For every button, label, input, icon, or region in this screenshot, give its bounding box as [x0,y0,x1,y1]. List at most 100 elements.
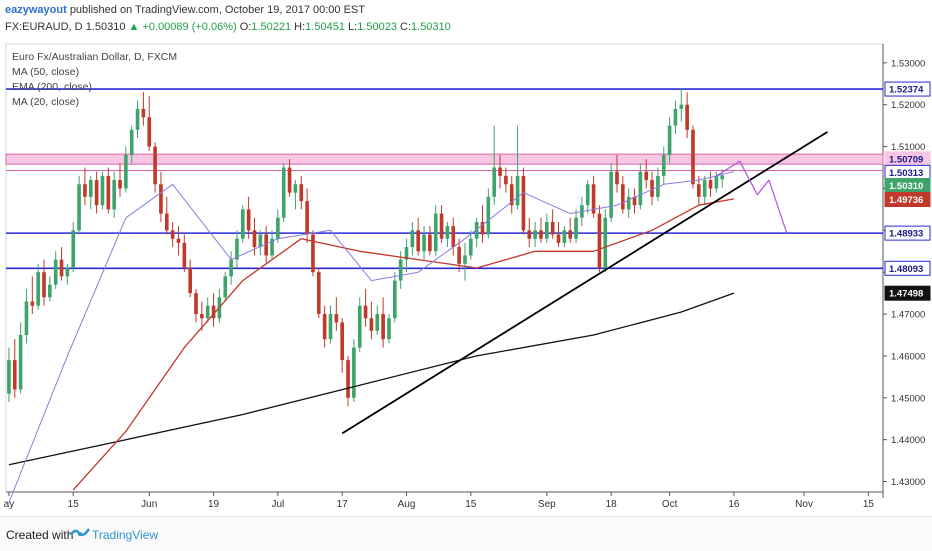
chart-header: eazywayout published on TradingView.com,… [0,0,932,38]
y-tick-label: 1.43000 [891,477,925,488]
legend-ma20[interactable]: MA (20, close) [12,96,80,108]
candle-body [59,259,64,277]
y-tick-label: 1.47000 [891,310,925,321]
candle-body [697,184,701,197]
candle-body [609,171,613,218]
candle-body [708,180,713,189]
candle-body [533,230,537,239]
candle-body [381,314,385,340]
candle-body [18,334,23,390]
candle-body [24,301,29,335]
candle-body [492,167,497,197]
candle-body [375,314,380,331]
candle-body [591,184,596,214]
high-label: H: [294,21,306,33]
candle-body [252,230,257,248]
candle-body [83,184,87,197]
candle-body [603,217,608,268]
candle-body [36,272,40,306]
up-arrow-icon: ▲ [128,21,140,33]
price-label: 1.48093 [889,264,923,275]
price-label-box [884,225,931,241]
candle-body [392,280,397,319]
candle-body [410,230,415,248]
candle-body [422,234,426,252]
candle-body [334,314,339,323]
candle-body [568,230,573,239]
author-link[interactable]: eazywayout [5,4,67,16]
candle-body [112,180,116,210]
publish-line: eazywayout published on TradingView.com,… [5,3,365,17]
candle-body [521,175,526,231]
candle-body [141,108,146,118]
price-label-box [884,81,931,97]
candle-body [550,221,555,235]
y-tick-label: 1.51000 [891,142,925,153]
candle-body [439,213,444,239]
candle-body [702,180,707,197]
candle-body [48,284,52,298]
open-value: 1.50221 [251,21,292,33]
candle-body [118,180,122,189]
x-tick-label: 16 [728,499,740,510]
candle-body [621,184,625,210]
candle-body [363,305,368,319]
candle-body [258,234,263,248]
candle-body [188,268,192,294]
candle-body [124,154,128,189]
candle-body [545,221,549,239]
x-tick-label: Jun [141,499,157,510]
footer: Created with TradingView [0,516,932,551]
x-tick-label: Oct [662,499,678,510]
tradingview-brand[interactable]: TradingView [92,528,159,542]
candle-body [352,347,356,398]
candle-body [445,226,450,239]
candle-body [65,268,70,277]
candle-body [281,167,286,218]
candle-body [42,272,46,298]
price-label: 1.49736 [889,195,923,206]
chart-area[interactable]: 1.530001.520001.510001.500001.490001.480… [0,40,932,512]
candle-body [235,238,239,260]
candle-body [585,184,590,206]
price-chart[interactable]: 1.530001.520001.510001.500001.490001.480… [0,40,932,512]
candle-body [276,217,280,239]
last-price: 1.50310 [85,21,126,33]
price-label-box [884,260,931,276]
candle-body [30,301,35,306]
candle-body [164,213,169,231]
change-value: +0.00089 (+0.06%) [142,21,237,33]
candle-body [205,305,210,319]
candle-body [650,180,654,197]
tradingview-logo-icon[interactable] [70,525,90,541]
projection-path [716,160,788,233]
x-tick-label: Sep [538,499,556,510]
indicator-legend: Euro Fx/Australian Dollar, D, FXCM MA (5… [12,50,177,110]
x-tick-label: 15 [465,499,477,510]
legend-ma50[interactable]: MA (50, close) [12,66,80,78]
candle-body [223,276,228,298]
y-tick-label: 1.53000 [891,58,925,69]
ohlc-line: FX:EURAUD, D 1.50310 ▲ +0.00089 (+0.06%)… [5,20,451,34]
candle-body [480,221,485,235]
y-tick-label: 1.46000 [891,351,925,362]
candle-body [504,175,508,185]
candle-body [638,171,643,206]
x-tick-label: 18 [606,499,618,510]
candle-body [357,305,362,348]
candle-body [416,230,421,252]
candle-body [71,230,76,268]
candle-body [398,259,403,281]
x-tick-label: ay [4,499,15,510]
candle-body [615,171,619,185]
candle-body [240,209,245,239]
candle-body [346,360,350,398]
x-tick-label: 17 [337,499,349,510]
candle-body [194,293,198,315]
candle-body [135,108,140,130]
price-label: 1.50313 [889,168,923,179]
candle-body [661,154,666,176]
candle-body [293,184,298,193]
legend-ema200[interactable]: EMA (200, close) [12,81,92,93]
candle-body [387,318,391,340]
